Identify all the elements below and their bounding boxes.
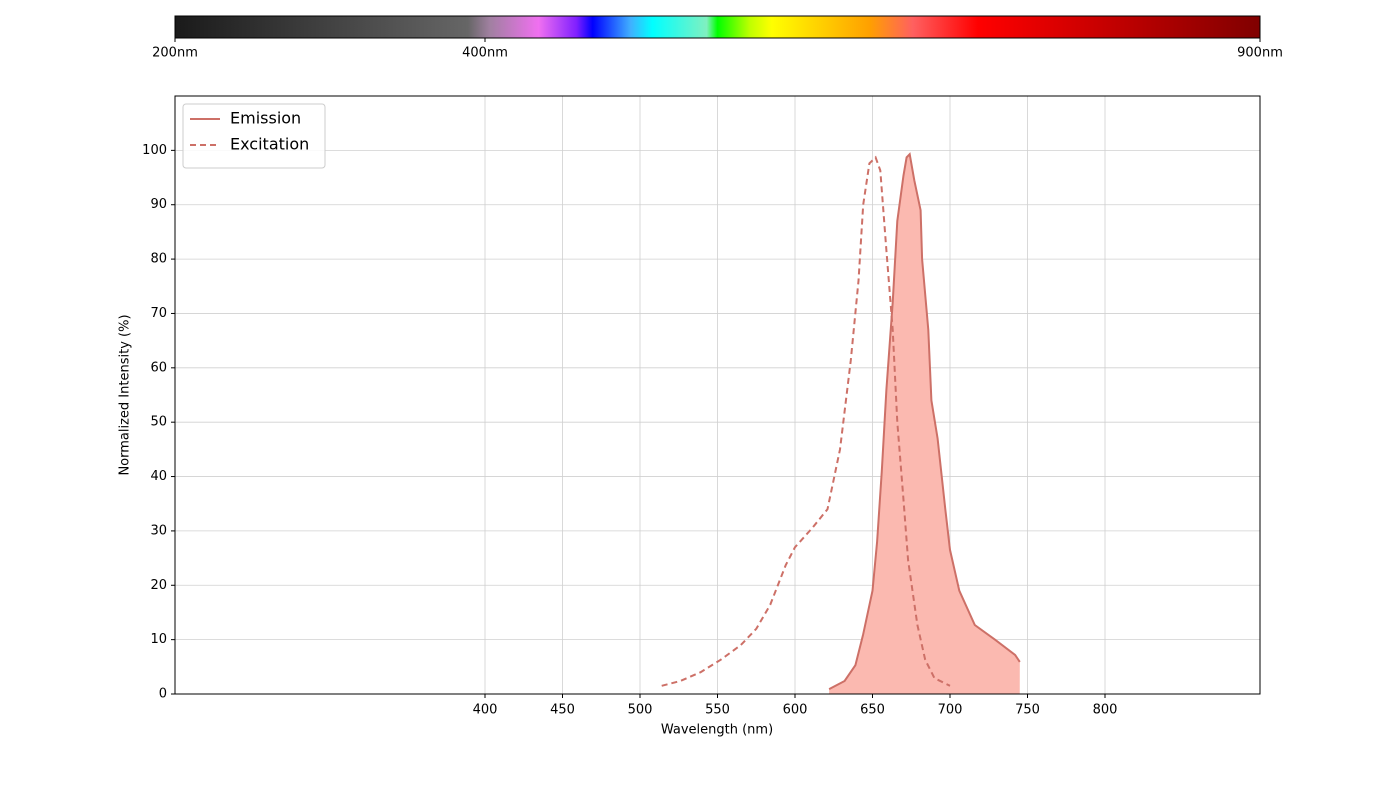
x-tick-label: 650: [860, 703, 885, 718]
area: [829, 154, 1020, 694]
y-tick-label: 100: [142, 143, 167, 158]
y-tick-label: 20: [150, 578, 167, 593]
y-tick-label: 90: [150, 197, 167, 212]
y-tick-label: 10: [150, 632, 167, 647]
colorbar-tick-label: 200nm: [152, 46, 198, 61]
x-tick-label: 550: [705, 703, 730, 718]
line: [828, 152, 1021, 690]
x-tick-label: 800: [1093, 703, 1118, 718]
spectrum-bar: [174, 15, 1261, 39]
y-tick-label: 0: [159, 687, 167, 702]
x-tick-label: 600: [783, 703, 808, 718]
y-tick-label: 60: [150, 360, 167, 375]
legend-label: Emission: [230, 109, 301, 128]
colorbar-tick-label: 400nm: [462, 46, 508, 61]
x-tick-label: 750: [1015, 703, 1040, 718]
y-axis-label: Normalized Intensity (%): [118, 314, 133, 475]
legend-label: Excitation: [230, 135, 309, 154]
y-tick-label: 50: [150, 415, 167, 430]
x-tick-label: 450: [550, 703, 575, 718]
line: [661, 155, 951, 687]
y-tick-label: 30: [150, 523, 167, 538]
colorbar-tick-label: 900nm: [1237, 46, 1283, 61]
plot-frame: [174, 95, 1261, 695]
y-tick-label: 70: [150, 306, 167, 321]
y-tick-label: 80: [150, 252, 167, 267]
x-axis-label: Wavelength (nm): [661, 723, 773, 738]
y-tick-label: 40: [150, 469, 167, 484]
x-tick-label: 500: [628, 703, 653, 718]
x-tick-label: 400: [473, 703, 498, 718]
x-tick-label: 700: [938, 703, 963, 718]
